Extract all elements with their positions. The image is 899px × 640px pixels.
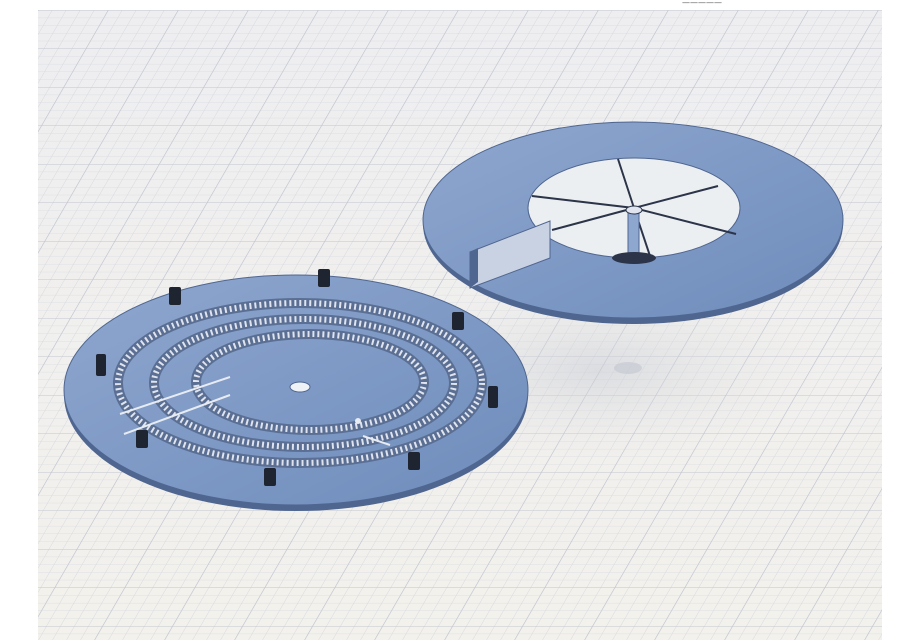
spoke [551, 207, 635, 231]
center-shaft [627, 209, 640, 259]
guide-rails [119, 376, 391, 446]
mounting-post [96, 354, 106, 376]
gear-tracks [113, 298, 487, 468]
middle-track-teeth [151, 316, 457, 450]
left-bezel [0, 0, 38, 640]
status-readout: ————— [682, 0, 722, 7]
center-hole [289, 381, 311, 393]
guide-rail [119, 376, 231, 415]
spoke [633, 185, 719, 209]
mounting-post [452, 312, 464, 330]
mounting-post [488, 386, 498, 408]
track-pin [355, 418, 361, 424]
3d-viewport[interactable] [38, 10, 882, 640]
mounting-post [169, 287, 181, 305]
ring-tab [469, 220, 551, 289]
spoke [617, 158, 635, 209]
spoke [531, 195, 635, 209]
top-ring[interactable] [422, 121, 844, 324]
ring-shadow-center [614, 362, 642, 374]
mounting-post [264, 468, 276, 486]
shaft-base [612, 252, 656, 264]
guide-rail [123, 394, 231, 435]
mounting-posts [96, 269, 498, 486]
mounting-post [318, 269, 330, 287]
guide-rail [362, 435, 391, 446]
inner-track-teeth [193, 331, 427, 433]
base-plate[interactable] [63, 269, 529, 511]
hub [625, 205, 643, 215]
viewport-canvas[interactable] [38, 10, 882, 640]
spoke [633, 207, 737, 235]
outer-track-teeth [115, 300, 485, 466]
mounting-post [136, 430, 148, 448]
mounting-post [408, 452, 420, 470]
right-bezel [882, 0, 899, 640]
tab-side [470, 248, 478, 288]
